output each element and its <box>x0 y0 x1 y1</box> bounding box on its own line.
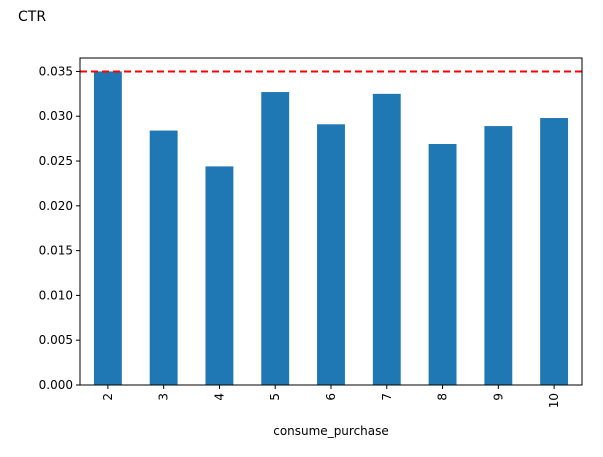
x-tick-label: 7 <box>380 393 394 401</box>
x-tick-label: 9 <box>491 393 505 401</box>
y-tick-label: 0.025 <box>39 154 73 168</box>
x-tick-label: 10 <box>547 393 561 408</box>
bar-7 <box>372 93 401 385</box>
bar-8 <box>428 144 457 385</box>
y-tick-label: 0.000 <box>39 378 73 392</box>
bar-2 <box>93 71 122 385</box>
y-tick-label: 0.005 <box>39 333 73 347</box>
bar-3 <box>149 130 178 385</box>
bar-4 <box>205 166 234 385</box>
y-tick-label: 0.020 <box>39 199 73 213</box>
y-tick-label: 0.030 <box>39 109 73 123</box>
bar-9 <box>484 126 513 385</box>
bar-10 <box>540 118 569 385</box>
x-tick-label: 4 <box>212 393 226 401</box>
y-tick-label: 0.015 <box>39 244 73 258</box>
bars-group <box>93 71 569 386</box>
y-axis: 0.000 0.005 0.010 0.015 0.020 0.025 0.030 0.035 <box>39 64 80 392</box>
bar-6 <box>317 124 345 385</box>
x-tick-label: 3 <box>157 393 171 401</box>
bar-5 <box>261 92 290 386</box>
x-axis-label: consume_purchase <box>273 424 389 438</box>
y-tick-label: 0.035 <box>39 64 73 78</box>
x-tick-label: 2 <box>101 393 115 401</box>
x-tick-label: 6 <box>324 393 338 401</box>
y-tick-label: 0.010 <box>39 288 73 302</box>
x-tick-label: 5 <box>268 393 282 401</box>
x-tick-label: 8 <box>436 393 450 401</box>
x-axis: 2 3 4 5 6 7 8 9 10 <box>101 385 561 408</box>
page-title: CTR <box>18 9 47 25</box>
